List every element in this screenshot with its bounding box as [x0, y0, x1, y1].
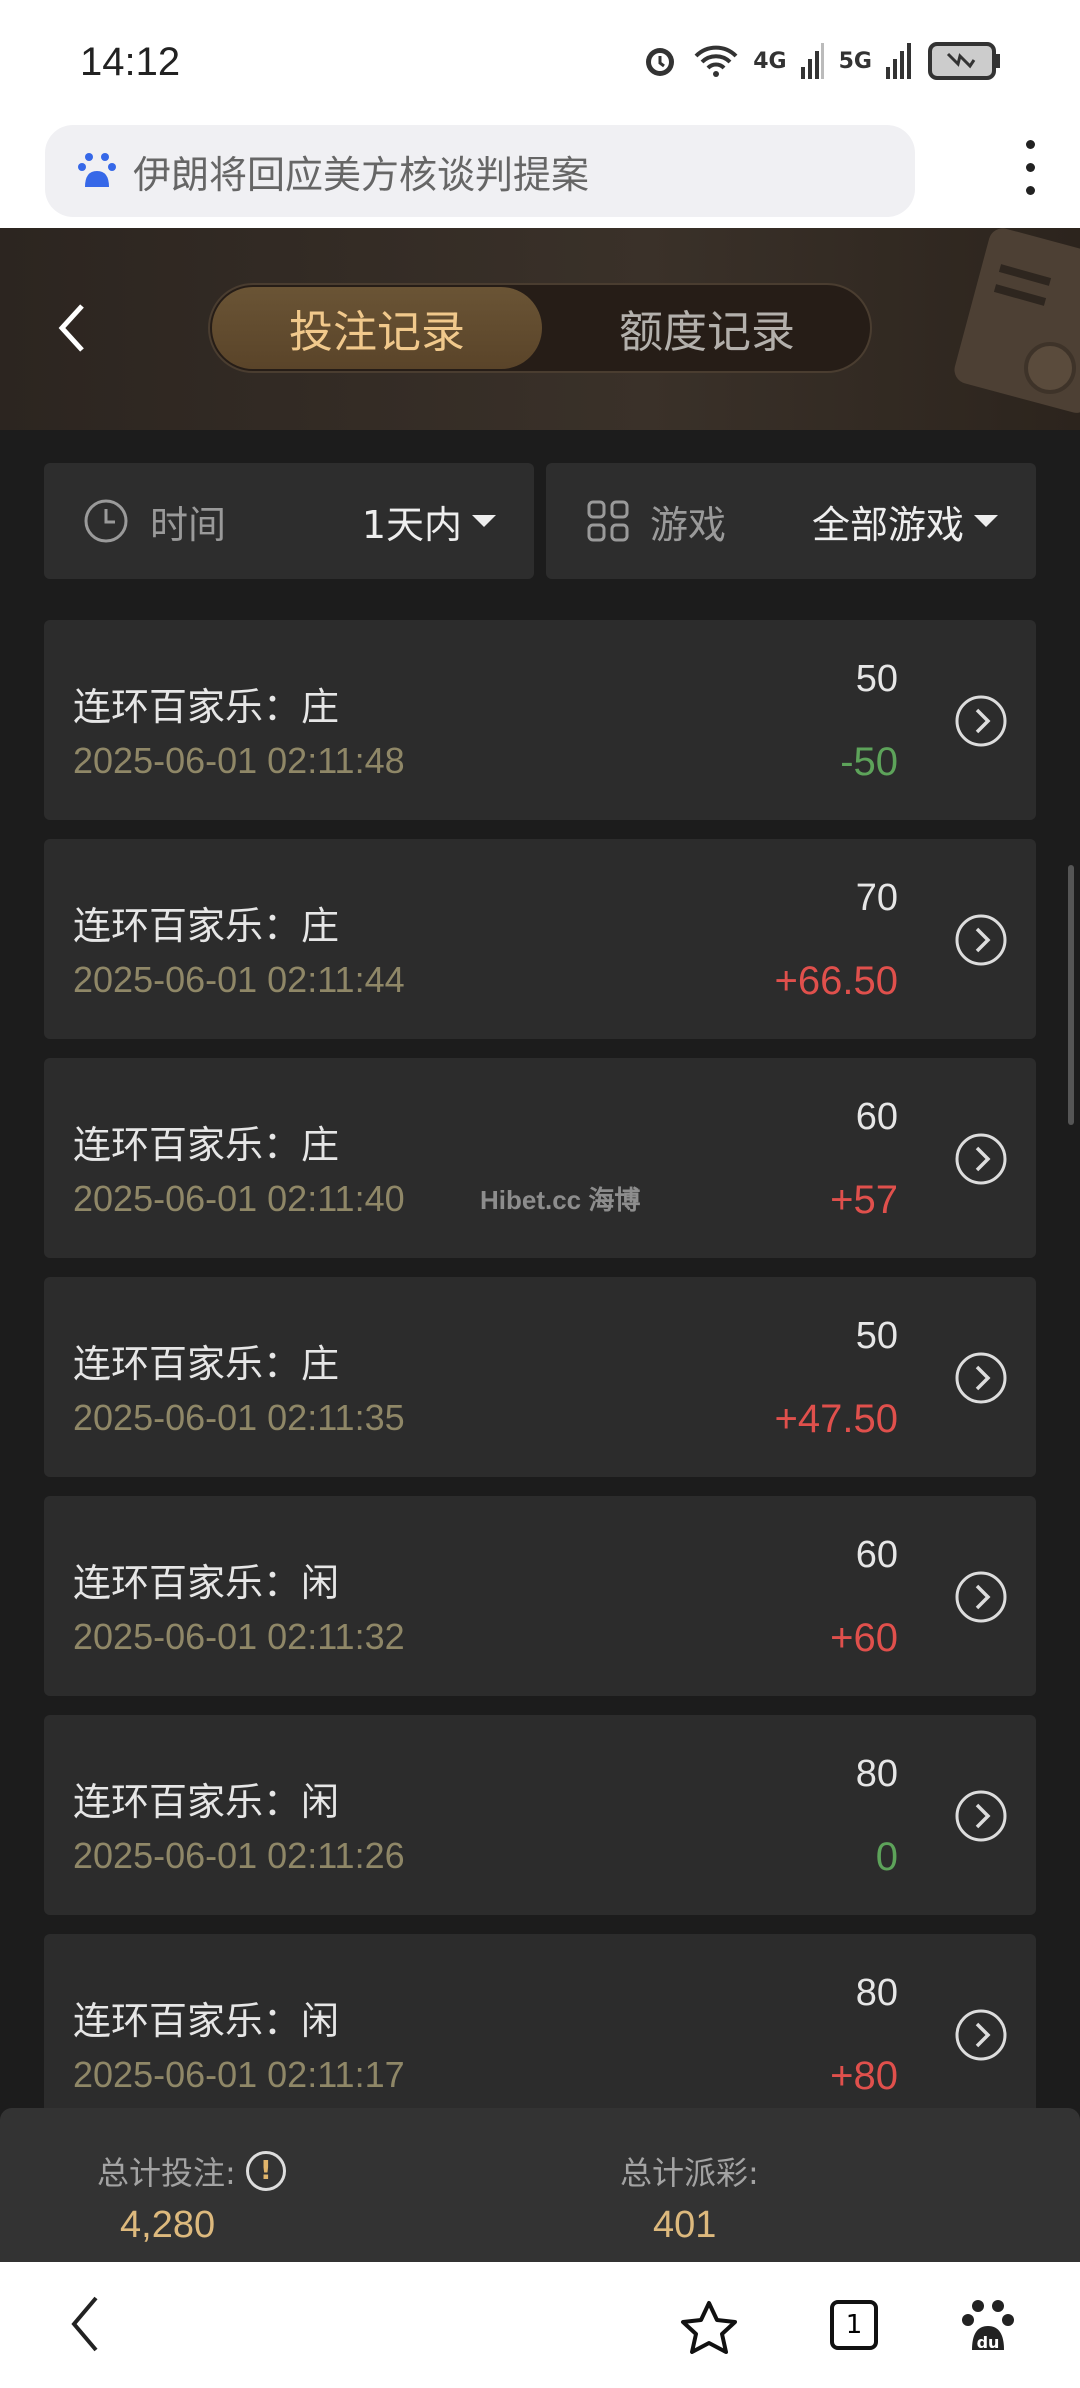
- record-date: 2025-06-01 02:11:26: [73, 1835, 405, 1876]
- record-bet-amount: 50: [855, 1315, 898, 1357]
- total-payout-value: 401: [653, 2204, 717, 2246]
- dropdown-caret-icon: [974, 515, 998, 527]
- bet-record-card[interactable]: 连环百家乐：庄 2025-06-01 02:11:48 50 -50: [44, 620, 1036, 820]
- dropdown-caret-icon: [472, 515, 496, 527]
- record-date: 2025-06-01 02:11:44: [73, 959, 405, 1000]
- wifi-icon: [694, 45, 738, 77]
- record-result: +66.50: [774, 959, 898, 1003]
- bet-record-card[interactable]: 连环百家乐：闲 2025-06-01 02:11:17 80 +80: [44, 1934, 1036, 2134]
- signal-5g-icon: 5G: [838, 48, 872, 74]
- chevron-right-circle-icon[interactable]: [954, 2008, 1008, 2062]
- game-filter[interactable]: 游戏 全部游戏: [546, 463, 1036, 579]
- total-bet-value: 4,280: [120, 2204, 216, 2246]
- record-date: 2025-06-01 02:11:48: [73, 740, 405, 781]
- bet-record-card[interactable]: 连环百家乐：闲 2025-06-01 02:11:32 60 +60: [44, 1496, 1036, 1696]
- time-filter[interactable]: 时间 1天内: [44, 463, 534, 579]
- signal-4g-icon: 4G: [753, 48, 787, 74]
- time-filter-value: 1天内: [361, 502, 462, 547]
- record-date: 2025-06-01 02:11:17: [73, 2054, 405, 2095]
- record-date: 2025-06-01 02:11:35: [73, 1397, 405, 1438]
- record-bet-amount: 60: [855, 1096, 898, 1138]
- grid-icon: [587, 500, 629, 542]
- bet-record-card[interactable]: 连环百家乐：闲 2025-06-01 02:11:26 80 0: [44, 1715, 1036, 1915]
- tab-quota-records[interactable]: 额度记录: [619, 307, 795, 358]
- chevron-right-circle-icon[interactable]: [954, 1570, 1008, 1624]
- chevron-right-circle-icon[interactable]: [954, 694, 1008, 748]
- baidu-home-icon[interactable]: du: [962, 2298, 1014, 2354]
- bet-record-card[interactable]: 连环百家乐：庄 2025-06-01 02:11:44 70 +66.50: [44, 839, 1036, 1039]
- record-result: +60: [830, 1616, 898, 1660]
- record-tabs: 投注记录 额度记录: [208, 283, 872, 373]
- record-result: -50: [840, 740, 898, 784]
- watermark: Hibet.cc 海博: [480, 1185, 641, 1215]
- status-bar: 14:12 4G 5G: [0, 0, 1080, 125]
- record-title: 连环百家乐：庄: [73, 1123, 340, 1167]
- record-result: +57: [830, 1178, 898, 1222]
- record-title: 连环百家乐：庄: [73, 685, 340, 729]
- record-bet-amount: 50: [855, 658, 898, 700]
- baidu-logo-icon: [78, 153, 116, 187]
- tab-bet-records[interactable]: 投注记录: [212, 287, 542, 369]
- bet-record-card[interactable]: 连环百家乐：庄 2025-06-01 02:11:35 50 +47.50: [44, 1277, 1036, 1477]
- svg-text:du: du: [977, 2333, 1000, 2352]
- total-bet-label: 总计投注:: [97, 2154, 236, 2192]
- chevron-right-circle-icon[interactable]: [954, 1789, 1008, 1843]
- summary-panel: 总计投注:! 4,280 总计派彩: 401: [0, 2108, 1080, 2262]
- record-bet-amount: 80: [855, 1753, 898, 1795]
- tabs-button[interactable]: 1: [830, 2300, 878, 2350]
- scrollbar[interactable]: [1068, 865, 1074, 1125]
- game-filter-label: 游戏: [650, 502, 727, 547]
- game-filter-value: 全部游戏: [811, 502, 964, 547]
- record-title: 连环百家乐：庄: [73, 904, 340, 948]
- back-button[interactable]: [52, 298, 92, 358]
- total-payout-label: 总计派彩:: [620, 2154, 759, 2192]
- record-bet-amount: 70: [855, 877, 898, 919]
- record-date: 2025-06-01 02:11:40: [73, 1178, 405, 1219]
- page-header: 投注记录 额度记录: [0, 228, 1080, 430]
- browser-back-button[interactable]: [66, 2294, 106, 2354]
- bookmark-star-icon[interactable]: [680, 2300, 738, 2354]
- record-title: 连环百家乐：闲: [73, 1561, 340, 1605]
- chevron-right-circle-icon[interactable]: [954, 913, 1008, 967]
- record-title: 连环百家乐：闲: [73, 1780, 340, 1824]
- battery-icon: [928, 42, 1000, 80]
- info-warning-icon[interactable]: !: [245, 2151, 286, 2191]
- document-decoration-icon: [954, 228, 1080, 413]
- alarm-icon: [646, 48, 675, 76]
- chevron-right-circle-icon[interactable]: [954, 1351, 1008, 1405]
- record-bet-amount: 60: [855, 1534, 898, 1576]
- browser-bottom-nav: 1 du: [0, 2262, 1080, 2388]
- clock-icon: [84, 499, 128, 543]
- signal-bars-icon: [886, 43, 911, 79]
- more-menu-button[interactable]: [1020, 140, 1040, 195]
- record-result: +47.50: [774, 1397, 898, 1441]
- record-title: 连环百家乐：庄: [73, 1342, 340, 1386]
- chevron-right-circle-icon[interactable]: [954, 1132, 1008, 1186]
- record-date: 2025-06-01 02:11:32: [73, 1616, 405, 1657]
- time-filter-label: 时间: [150, 502, 227, 547]
- record-result: +80: [830, 2054, 898, 2098]
- record-title: 连环百家乐：闲: [73, 1999, 340, 2043]
- clock: 14:12: [80, 40, 181, 84]
- address-bar[interactable]: 伊朗将回应美方核谈判提案: [45, 125, 915, 217]
- address-text: 伊朗将回应美方核谈判提案: [133, 152, 590, 197]
- bet-record-card[interactable]: 连环百家乐：庄 2025-06-01 02:11:40 60 +57: [44, 1058, 1036, 1258]
- record-result: 0: [875, 1835, 898, 1879]
- signal-bars-icon: [800, 43, 824, 79]
- record-bet-amount: 80: [855, 1972, 898, 2014]
